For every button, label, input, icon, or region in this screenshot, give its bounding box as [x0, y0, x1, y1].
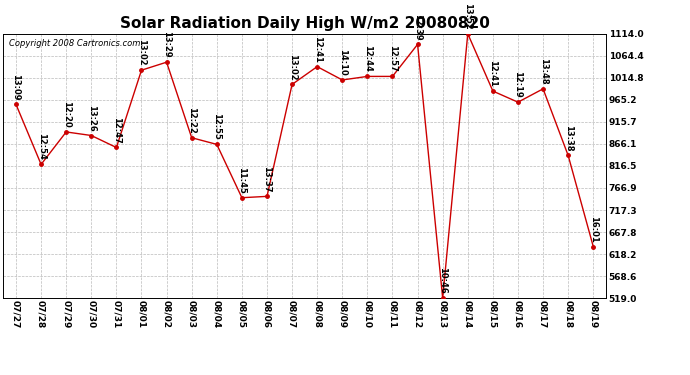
- Text: Copyright 2008 Cartronics.com: Copyright 2008 Cartronics.com: [10, 39, 141, 48]
- Text: 11:45: 11:45: [237, 166, 246, 194]
- Text: 13:09: 13:09: [12, 74, 21, 100]
- Text: 12:41: 12:41: [313, 36, 322, 63]
- Text: 12:22: 12:22: [187, 106, 196, 134]
- Text: 13:02: 13:02: [288, 54, 297, 80]
- Text: 14:10: 14:10: [338, 49, 347, 76]
- Text: 12:55: 12:55: [213, 113, 221, 140]
- Text: 13:48: 13:48: [539, 58, 548, 85]
- Text: 12:44: 12:44: [363, 45, 372, 72]
- Text: 12:19: 12:19: [513, 71, 522, 98]
- Text: 10:46: 10:46: [438, 267, 447, 294]
- Text: 12:54: 12:54: [37, 134, 46, 160]
- Text: 13:26: 13:26: [87, 105, 96, 131]
- Text: 16:01: 16:01: [589, 216, 598, 242]
- Text: 13:29: 13:29: [162, 32, 171, 58]
- Text: 13:38: 13:38: [564, 125, 573, 152]
- Text: 13:52: 13:52: [463, 3, 472, 30]
- Text: 13:02: 13:02: [137, 39, 146, 66]
- Text: 12:41: 12:41: [489, 60, 497, 87]
- Text: 12:39: 12:39: [413, 13, 422, 40]
- Text: 12:20: 12:20: [61, 101, 70, 128]
- Title: Solar Radiation Daily High W/m2 20080820: Solar Radiation Daily High W/m2 20080820: [119, 16, 490, 31]
- Text: 13:37: 13:37: [262, 166, 271, 192]
- Text: 12:47: 12:47: [112, 117, 121, 143]
- Text: 12:57: 12:57: [388, 45, 397, 72]
